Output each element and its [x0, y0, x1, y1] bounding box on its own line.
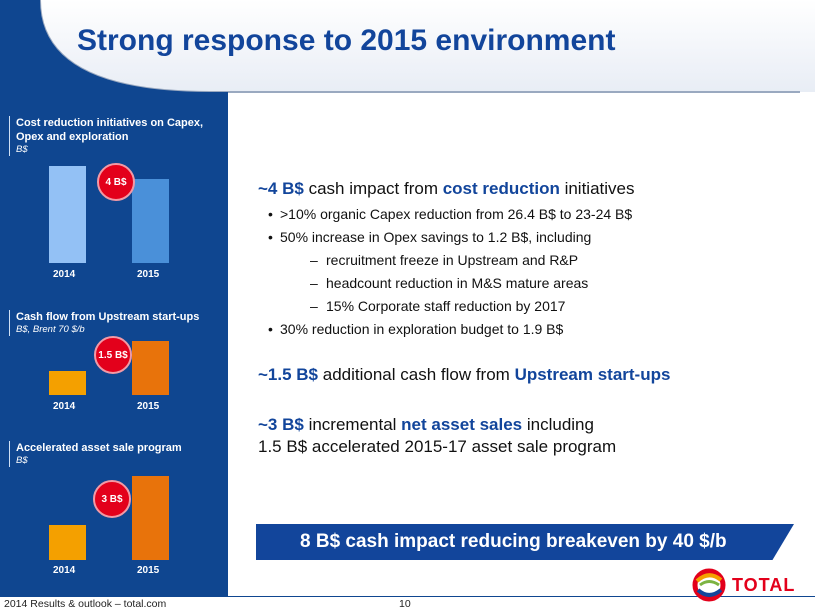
chart3-label-2014: 2014: [53, 565, 76, 576]
chart2-badge: 1.5 B$: [94, 336, 132, 374]
sub-bullet-recruitment: recruitment freeze in Upstream and R&P: [258, 249, 778, 272]
chart2-bar-2014: [49, 371, 86, 395]
point1-amount: ~4 B$: [258, 179, 304, 198]
page-number: 10: [399, 598, 411, 610]
point1-text2: initiatives: [559, 179, 635, 198]
point1-lead: ~4 B$ cash impact from cost reduction in…: [258, 178, 778, 200]
point3-highlight: net asset sales: [401, 415, 523, 434]
chart1-unit: B$: [16, 144, 28, 155]
point3-lead: ~3 B$ incremental net asset sales includ…: [258, 414, 778, 436]
chart2-unit: B$, Brent 70 $/b: [16, 324, 85, 335]
chart1-badge: 4 B$: [97, 163, 135, 201]
bullet-capex: >10% organic Capex reduction from 26.4 B…: [258, 203, 778, 226]
main-content: ~4 B$ cash impact from cost reduction in…: [258, 178, 778, 458]
point1-text1: cash impact from: [303, 179, 443, 198]
chart2-label-2015: 2015: [137, 401, 160, 412]
total-logo-icon: [692, 568, 726, 602]
chart2-bar-2015: [132, 341, 169, 395]
chart2-title: Cash flow from Upstream start-ups: [16, 311, 200, 323]
sub-bullet-headcount: headcount reduction in M&S mature areas: [258, 272, 778, 295]
point2-text1: additional cash flow from: [318, 365, 515, 384]
point3-line2: 1.5 B$ accelerated 2015-17 asset sale pr…: [258, 437, 617, 456]
chart1-bar-2014: [49, 166, 86, 263]
chart2: 1.5 B$: [9, 336, 219, 395]
chart1: 4 B$: [9, 163, 219, 263]
chart3-title: Accelerated asset sale program: [16, 442, 182, 454]
chart3-bar-2015: [132, 476, 169, 560]
chart2-header: Cash flow from Upstream start-ups B$, Br…: [9, 310, 219, 336]
chart3-header: Accelerated asset sale program B$: [9, 441, 219, 467]
page-title: Strong response to 2015 environment: [77, 24, 616, 57]
point3-amount: ~3 B$: [258, 415, 304, 434]
summary-banner: 8 B$ cash impact reducing breakeven by 4…: [256, 524, 794, 560]
chart3-bar-2014: [49, 525, 86, 560]
chart1-label-2014: 2014: [53, 269, 76, 280]
bullet-opex: 50% increase in Opex savings to 1.2 B$, …: [258, 226, 778, 249]
chart3-badge: 3 B$: [93, 480, 131, 518]
total-logo: TOTAL: [692, 568, 795, 602]
chart3: 3 B$: [9, 476, 219, 560]
chart3-unit: B$: [16, 455, 28, 466]
point2-lead: ~1.5 B$ additional cash flow from Upstre…: [258, 364, 778, 386]
footer-divider: [0, 596, 815, 597]
chart1-label-2015: 2015: [137, 269, 160, 280]
chart3-label-2015: 2015: [137, 565, 160, 576]
point2-highlight: Upstream start-ups: [514, 365, 671, 384]
header-swoosh: [0, 0, 815, 100]
footer-text: 2014 Results & outlook – total.com: [4, 598, 167, 610]
chart1-title: Cost reduction initiatives on Capex, Ope…: [16, 117, 204, 143]
chart1-header: Cost reduction initiatives on Capex, Ope…: [9, 116, 219, 156]
chart2-label-2014: 2014: [53, 401, 76, 412]
total-logo-text: TOTAL: [732, 574, 796, 595]
bullet-exploration: 30% reduction in exploration budget to 1…: [258, 318, 778, 341]
point3-text2: including: [522, 415, 594, 434]
chart1-bar-2015: [132, 179, 169, 263]
point2-amount: ~1.5 B$: [258, 365, 319, 384]
sub-bullet-corporate: 15% Corporate staff reduction by 2017: [258, 295, 778, 318]
point1-highlight: cost reduction: [442, 179, 560, 198]
point3-text1: incremental: [303, 415, 402, 434]
